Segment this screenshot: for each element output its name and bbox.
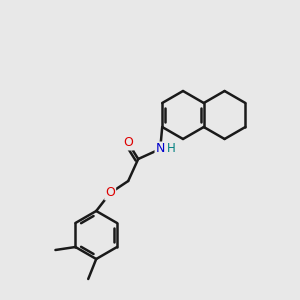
Text: N: N xyxy=(155,142,165,155)
Text: O: O xyxy=(105,187,115,200)
Text: O: O xyxy=(123,136,133,149)
Text: H: H xyxy=(167,142,176,154)
